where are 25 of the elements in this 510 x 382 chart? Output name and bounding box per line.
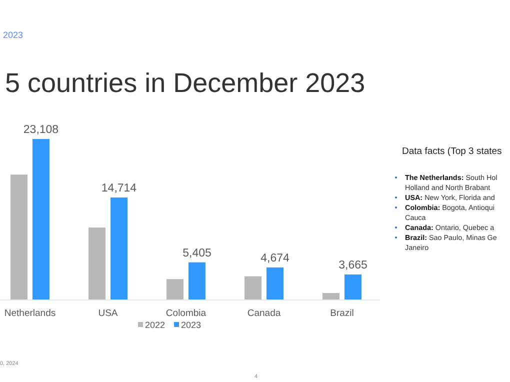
legend-label: 2022 — [145, 320, 166, 330]
bar — [110, 197, 128, 300]
bar — [322, 293, 340, 300]
x-tick-label: USA — [98, 308, 118, 319]
x-tick-label: Colombia — [166, 308, 207, 319]
bar — [344, 274, 362, 300]
legend-label: 2023 — [181, 320, 202, 330]
data-label: 14,714 — [101, 182, 138, 194]
chart-title: 5 countries in December 2023 — [5, 68, 366, 98]
data-label: 5,405 — [182, 247, 212, 260]
x-tick-label: Netherlands — [4, 308, 56, 319]
data-label: 23,108 — [23, 124, 59, 136]
bar — [10, 174, 28, 300]
bar — [166, 279, 184, 300]
bar — [32, 139, 50, 300]
bar — [266, 267, 284, 300]
bar — [188, 262, 206, 300]
data-label: 3,665 — [338, 259, 368, 272]
x-tick-label: Brazil — [330, 308, 354, 319]
bar — [88, 228, 106, 300]
text: Data facts (Top 3 states — [402, 146, 502, 157]
chart-subtitle: 2023 — [3, 30, 24, 40]
data-label: 4,674 — [260, 252, 290, 264]
x-tick-label: Canada — [247, 308, 282, 319]
bar — [244, 276, 262, 300]
